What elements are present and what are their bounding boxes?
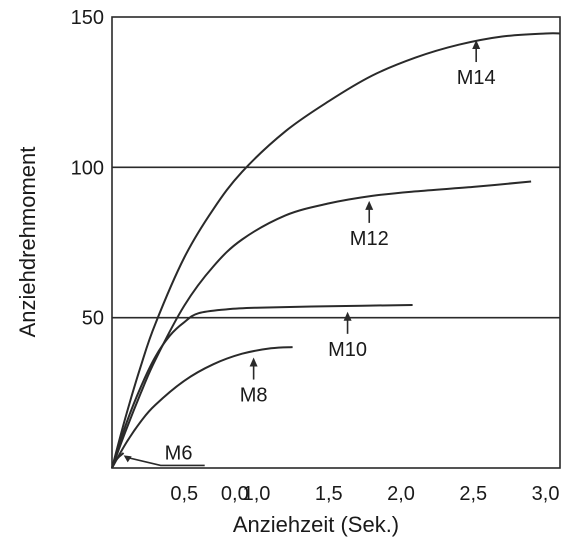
- m6-leader: [126, 456, 205, 467]
- curve-m14: [111, 32, 561, 469]
- x-tick-label: 3,0: [532, 483, 560, 505]
- x-axis-title: Anziehzeit (Sek.): [233, 512, 399, 537]
- x-tick-label: 0,5: [170, 483, 198, 505]
- x-tick-label: 1,5: [315, 483, 343, 505]
- m8-arrowhead: [249, 357, 258, 367]
- plot-frame: [111, 16, 561, 469]
- m10-arrowhead: [343, 311, 352, 321]
- x-tick-label: 0,0: [221, 483, 249, 505]
- m14-arrowhead: [472, 40, 481, 49]
- y-tick-label: 50: [82, 308, 104, 330]
- x-axis-ticks: 0,5 0,01,0 1,5 2,0 2,5 3,0: [170, 483, 559, 505]
- y-tick-label: 100: [71, 157, 104, 179]
- m6-label: M6: [165, 442, 193, 464]
- m14-label: M14: [457, 67, 496, 89]
- m8-label: M8: [240, 385, 268, 407]
- x-tick-label: 2,5: [459, 483, 487, 505]
- m6-arrowhead: [123, 455, 132, 463]
- curve-m8: [111, 346, 293, 469]
- x-tick-label: 1,0: [243, 483, 271, 505]
- m12-label: M12: [350, 228, 389, 250]
- y-axis-title: Anziehdrehmoment: [15, 147, 40, 338]
- curve-m12: [111, 180, 532, 469]
- y-tick-label: 150: [71, 7, 104, 29]
- curves: [111, 32, 561, 469]
- gridlines: [112, 166, 560, 319]
- y-axis-ticks: 50 100 150: [71, 7, 104, 330]
- x-tick-label: 2,0: [387, 483, 415, 505]
- curve-annotations: M14 M12 M10 M8 M6: [123, 40, 496, 467]
- m12-arrowhead: [365, 200, 374, 210]
- curve-m10: [111, 304, 413, 469]
- m10-label: M10: [328, 339, 367, 361]
